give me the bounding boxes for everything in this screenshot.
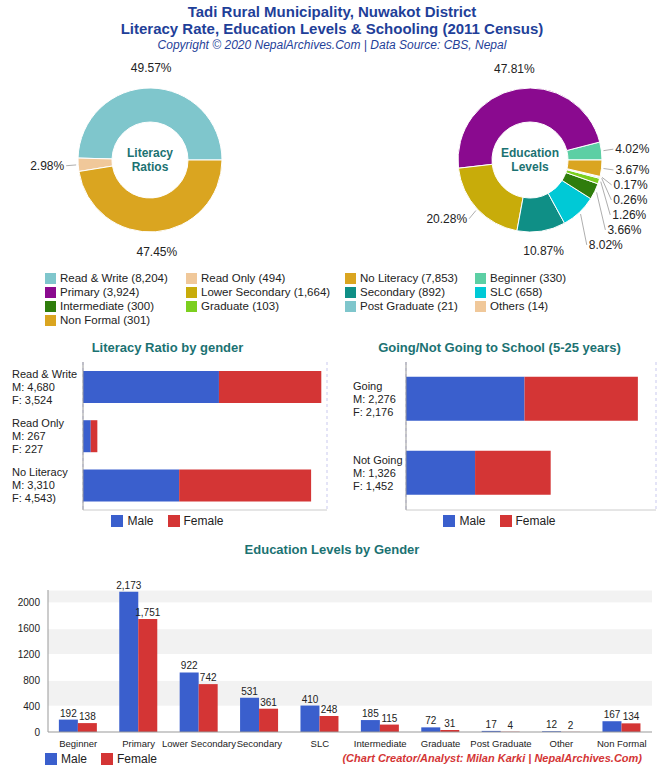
- html-text:Intermediate (300): Intermediate (300): [60, 300, 154, 312]
- svg-text:1600: 1600: [18, 623, 41, 634]
- svg-text:185: 185: [362, 708, 379, 719]
- svg-text:0.26%: 0.26%: [613, 193, 647, 207]
- svg-text:0: 0: [34, 727, 40, 738]
- svg-text:31: 31: [444, 718, 456, 729]
- svg-text:531: 531: [241, 686, 258, 697]
- svg-text:167: 167: [604, 709, 621, 720]
- svg-text:Primary: Primary: [122, 738, 155, 749]
- svg-text:3.66%: 3.66%: [607, 223, 641, 237]
- html-text:Tadi Rural Municipality, Nuwak: Tadi Rural Municipality, Nuwakot Distric…: [187, 3, 477, 20]
- svg-text:1200: 1200: [18, 649, 41, 660]
- svg-text:20.28%: 20.28%: [426, 212, 467, 226]
- svg-text:Lower Secondary: Lower Secondary: [162, 738, 236, 749]
- svg-text:GoingM: 2,276F: 2,176: GoingM: 2,276F: 2,176: [353, 380, 396, 418]
- html-text:No Literacy (7,853): No Literacy (7,853): [360, 272, 458, 284]
- svg-text:47.81%: 47.81%: [494, 62, 535, 76]
- html-text:Secondary (892): Secondary (892): [360, 286, 445, 298]
- svg-text:Post Graduate: Post Graduate: [470, 738, 531, 749]
- svg-text:EducationLevels: EducationLevels: [501, 146, 559, 174]
- svg-text:Read OnlyM: 267F: 227: Read OnlyM: 267F: 227: [12, 417, 64, 455]
- html-text:Female: Female: [183, 514, 224, 528]
- svg-text:SLC: SLC: [311, 738, 330, 749]
- svg-text:922: 922: [181, 660, 198, 671]
- svg-text:1.26%: 1.26%: [612, 208, 646, 222]
- html-text:Graduate (103): Graduate (103): [201, 300, 279, 312]
- html-text:Going/Not Going to School (5-2: Going/Not Going to School (5-25 years): [378, 340, 621, 355]
- html-text:Male: Male: [127, 514, 154, 528]
- html-text:Non Formal (301): Non Formal (301): [60, 314, 151, 326]
- svg-text:17: 17: [486, 719, 498, 730]
- svg-text:134: 134: [623, 711, 640, 722]
- svg-text:192: 192: [60, 708, 77, 719]
- html-text:(Chart Creator/Analyst: Milan: (Chart Creator/Analyst: Milan Karki | Ne…: [342, 752, 642, 764]
- svg-text:47.45%: 47.45%: [137, 245, 178, 259]
- svg-text:2: 2: [568, 720, 574, 731]
- html-text:Read Only (494): Read Only (494): [201, 272, 286, 284]
- svg-text:No LiteracyM: 3,310F: 4,543): No LiteracyM: 3,310F: 4,543): [12, 466, 68, 504]
- svg-text:LiteracyRatios: LiteracyRatios: [127, 146, 173, 174]
- html-text:Female: Female: [515, 514, 556, 528]
- html-text:Education Levels by Gender: Education Levels by Gender: [244, 542, 420, 557]
- svg-text:Intermediate: Intermediate: [354, 738, 407, 749]
- svg-text:Secondary: Secondary: [237, 738, 283, 749]
- svg-text:800: 800: [23, 675, 40, 686]
- svg-text:115: 115: [381, 713, 397, 724]
- svg-text:72: 72: [425, 715, 437, 726]
- html-text:Copyright © 2020 NepalArchives: Copyright © 2020 NepalArchives.Com | Dat…: [157, 38, 507, 52]
- html-text:Literacy Rate, Education Level: Literacy Rate, Education Levels & School…: [120, 20, 544, 37]
- svg-text:400: 400: [23, 701, 40, 712]
- html-text:Male: Male: [459, 514, 486, 528]
- html-text:Primary (3,924): Primary (3,924): [60, 286, 140, 298]
- html-text:Post Graduate (21): Post Graduate (21): [360, 300, 458, 312]
- svg-text:0.17%: 0.17%: [614, 178, 648, 192]
- svg-text:138: 138: [79, 711, 96, 722]
- svg-text:2000: 2000: [18, 597, 41, 608]
- svg-text:4: 4: [507, 720, 513, 731]
- html-text:Female: Female: [117, 752, 157, 766]
- svg-text:Read & WriteM: 4,680F: 3,524: Read & WriteM: 4,680F: 3,524: [12, 368, 77, 406]
- svg-text:Graduate: Graduate: [421, 738, 461, 749]
- svg-text:Beginner: Beginner: [59, 738, 97, 749]
- html-text:Others (14): Others (14): [490, 300, 549, 312]
- svg-text:3.67%: 3.67%: [615, 163, 649, 177]
- svg-text:1,751: 1,751: [135, 607, 160, 618]
- html-text:Literacy Ratio by gender: Literacy Ratio by gender: [91, 340, 244, 355]
- svg-text:10.87%: 10.87%: [523, 244, 564, 258]
- svg-text:361: 361: [260, 697, 277, 708]
- svg-text:12: 12: [546, 719, 558, 730]
- html-text:Beginner (330): Beginner (330): [490, 272, 567, 284]
- svg-text:Other: Other: [550, 738, 574, 749]
- svg-text:742: 742: [200, 672, 217, 683]
- svg-text:49.57%: 49.57%: [131, 61, 172, 75]
- html-text:Male: Male: [61, 752, 87, 766]
- html-text:Read & Write (8,204): Read & Write (8,204): [60, 272, 168, 284]
- svg-text:2,173: 2,173: [116, 580, 141, 591]
- html-text:SLC (658): SLC (658): [490, 286, 543, 298]
- html-text:Lower Secondary (1,664): Lower Secondary (1,664): [201, 286, 331, 298]
- svg-text:4.02%: 4.02%: [615, 142, 649, 156]
- svg-text:410: 410: [302, 694, 319, 705]
- svg-text:248: 248: [321, 704, 338, 715]
- svg-text:8.02%: 8.02%: [589, 238, 623, 252]
- svg-text:2.98%: 2.98%: [30, 159, 64, 173]
- svg-text:Non Formal: Non Formal: [597, 738, 647, 749]
- svg-text:Not GoingM: 1,326F: 1,452: Not GoingM: 1,326F: 1,452: [353, 454, 403, 492]
